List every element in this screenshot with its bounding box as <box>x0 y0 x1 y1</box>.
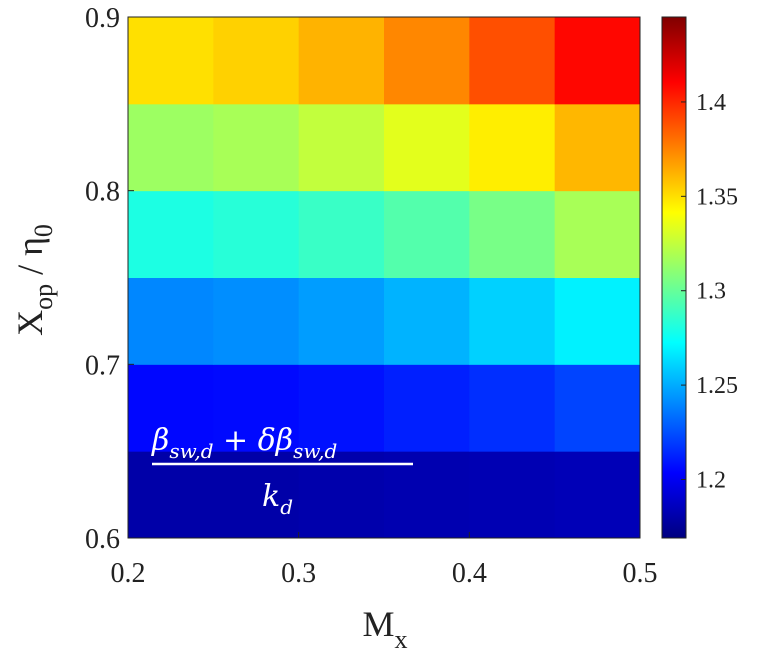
heatmap-cell <box>554 103 641 192</box>
plot-frame <box>127 16 641 539</box>
heatmap-cell <box>469 451 556 539</box>
heatmap-cell <box>384 103 470 192</box>
colorbar-tick-label: 1.4 <box>696 90 726 116</box>
y-tick-label: 0.7 <box>85 350 120 381</box>
math-sub: sw,d <box>293 439 337 463</box>
heatmap-cell <box>469 277 556 365</box>
heatmap-cell <box>298 364 385 452</box>
colorbar-tick-label: 1.25 <box>696 373 738 399</box>
heatmap-cell <box>384 17 470 105</box>
x-axis-label: Mx <box>362 604 407 654</box>
y-label-sub2: 0 <box>29 224 58 237</box>
heatmap <box>128 17 641 539</box>
y-tick-label: 0.6 <box>85 524 120 555</box>
heatmap-cell <box>554 364 641 452</box>
annotation-denominator: kd <box>262 479 293 519</box>
heatmap-cell <box>298 451 385 539</box>
heatmap-cell <box>384 451 470 539</box>
y-label-sub: op <box>29 284 58 310</box>
colorbar <box>661 16 687 539</box>
math-part: β <box>151 423 169 458</box>
x-tick-label: 0.2 <box>111 558 146 589</box>
y-axis-label: Xop / η0 <box>10 224 58 336</box>
heatmap-cell <box>469 17 556 105</box>
colorbar-tick-label: 1.35 <box>696 184 738 210</box>
heatmap-cell <box>213 451 300 539</box>
heatmap-cell <box>298 103 385 192</box>
math-part: k <box>262 479 280 514</box>
y-label-main2: / η <box>10 237 50 284</box>
x-tick-label: 0.3 <box>281 558 316 589</box>
math-sub: sw,d <box>169 439 213 463</box>
heatmap-cell <box>384 364 470 452</box>
heatmap-cell <box>128 277 214 365</box>
heatmap-cell <box>298 190 385 278</box>
math-sub: d <box>280 495 293 519</box>
heatmap-cell <box>213 190 300 278</box>
colorbar-tick-label: 1.2 <box>696 467 726 493</box>
heatmap-cell <box>213 364 300 452</box>
x-label-main: M <box>362 604 394 644</box>
heatmap-cell <box>128 17 214 105</box>
annotation-numerator: βsw,d + δβsw,d <box>151 423 337 463</box>
heatmap-cell <box>469 103 556 192</box>
heatmap-cell <box>554 451 641 539</box>
x-tick-label: 0.4 <box>452 558 487 589</box>
heatmap-cell <box>469 364 556 452</box>
heatmap-cell <box>384 277 470 365</box>
y-label-main: X <box>10 310 50 336</box>
heatmap-cell <box>384 190 470 278</box>
colorbar-tick-label: 1.3 <box>696 279 726 305</box>
heatmap-cell <box>128 364 214 452</box>
x-tick-label: 0.5 <box>623 558 658 589</box>
heatmap-cell <box>128 190 214 278</box>
heatmap-cell <box>554 277 641 365</box>
y-tick-label: 0.9 <box>85 3 120 34</box>
heatmap-cell <box>213 103 300 192</box>
heatmap-cell <box>213 17 300 105</box>
heatmap-cell <box>298 17 385 105</box>
heatmap-cell <box>469 190 556 278</box>
heatmap-cell <box>298 277 385 365</box>
heatmap-cell <box>554 17 641 105</box>
heatmap-cell <box>128 451 214 539</box>
math-part: + δβ <box>214 423 294 458</box>
y-tick-label: 0.8 <box>85 177 120 208</box>
heatmap-cell <box>554 190 641 278</box>
heatmap-cell <box>213 277 300 365</box>
heatmap-cell <box>128 103 214 192</box>
x-label-sub: x <box>395 625 408 654</box>
